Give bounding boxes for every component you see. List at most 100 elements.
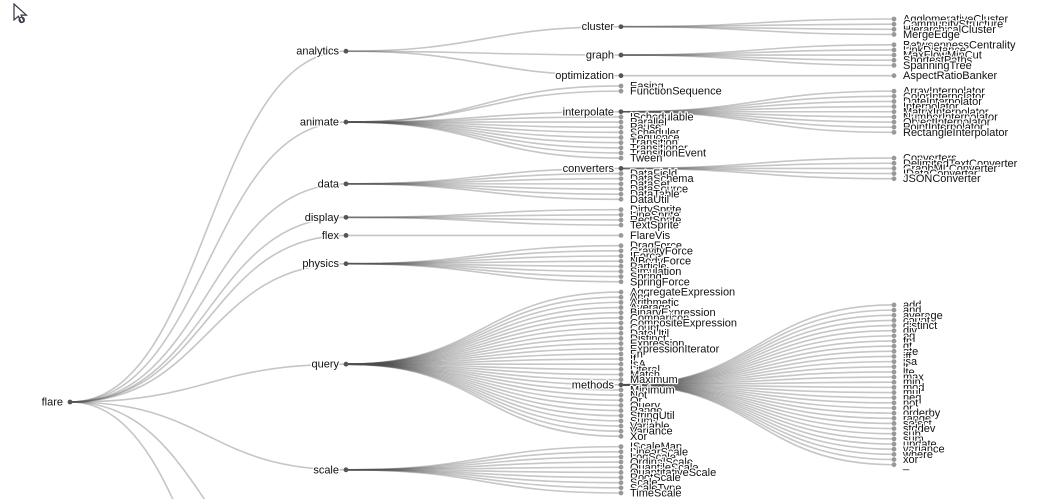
tree-node-datatable[interactable]: DataTable — [618, 187, 681, 202]
tree-node-arrayinterpolator[interactable]: ArrayInterpolator — [891, 84, 987, 99]
tree-node-underscore[interactable]: _ — [891, 458, 911, 472]
tree-node-flex[interactable]: flex — [321, 229, 349, 243]
tree-node-jsonconverter[interactable]: JSONConverter — [891, 172, 982, 186]
tree-node-sum[interactable]: sum — [891, 432, 925, 447]
tree-node-gte[interactable]: gte — [891, 345, 920, 359]
tree-node-matrixinterpolator[interactable]: MatrixInterpolator — [891, 105, 990, 120]
tree-node-linesprite[interactable]: LineSprite — [618, 208, 681, 223]
tree-node-xor[interactable]: Xor — [618, 430, 649, 444]
tree-node-spanningtree[interactable]: SpanningTree — [891, 59, 973, 73]
tree-node-variable[interactable]: Variable — [618, 419, 671, 434]
tree-node-or[interactable]: or — [891, 401, 914, 416]
tree-node-mergeedge[interactable]: MergeEdge — [891, 28, 961, 42]
tree-node-count[interactable]: count — [891, 314, 931, 328]
tree-node-maxflowmincut[interactable]: MaxFlowMinCut — [891, 48, 983, 63]
tree-node-datautil[interactable]: DataUtil — [618, 193, 670, 207]
tree-node-range[interactable]: range — [891, 412, 932, 426]
tree-node-betweennesscentrality[interactable]: BetweennessCentrality — [891, 38, 1017, 53]
tree-node-springforce[interactable]: SpringForce — [618, 275, 691, 290]
tree-node-scheduler[interactable]: Scheduler — [618, 126, 681, 140]
tree-node-linearscale[interactable]: LinearScale — [618, 445, 689, 460]
tree-node-eq[interactable]: eq — [891, 329, 917, 344]
tree-node-gravityforce[interactable]: GravityForce — [618, 244, 694, 259]
tree-node-datafield[interactable]: DataField — [618, 167, 678, 181]
tree-node-cluster[interactable]: cluster — [580, 20, 624, 34]
tree-node-range[interactable]: Range — [618, 404, 664, 418]
tree-node-scaletype[interactable]: ScaleType — [618, 481, 683, 496]
tree-node-minimum[interactable]: Minimum — [618, 383, 676, 398]
tree-node-dateinterpolator[interactable]: DateInterpolator — [891, 95, 983, 109]
tree-node-display[interactable]: display — [304, 211, 349, 225]
tree-node-orderby[interactable]: orderby — [891, 406, 942, 421]
tree-node-functionsequence[interactable]: FunctionSequence — [618, 84, 723, 99]
tree-node-converters[interactable]: converters — [561, 162, 624, 176]
tree-node-graph[interactable]: graph — [585, 48, 624, 63]
tree-node-timescale[interactable]: TimeScale — [618, 486, 683, 499]
tree-node-textsprite[interactable]: TextSprite — [618, 218, 680, 233]
tree-node-physics[interactable]: physics — [301, 257, 349, 271]
tree-node-particle[interactable]: Particle — [618, 260, 668, 274]
tree-node-count[interactable]: Count — [618, 321, 661, 336]
tree-node-lte[interactable]: lte — [891, 365, 916, 380]
tree-node-flare[interactable]: flare — [40, 395, 73, 410]
tree-node-agglomerativecluster[interactable]: AgglomerativeCluster — [891, 12, 1010, 27]
tree-node-where[interactable]: where — [891, 448, 934, 462]
tree-node-mul[interactable]: mul — [891, 386, 922, 400]
tree-node-hierarchicalcluster[interactable]: HierarchicalCluster — [891, 23, 998, 37]
tree-node-isa[interactable]: isa — [891, 355, 919, 369]
tree-node-isa[interactable]: IsA — [618, 357, 648, 372]
tree-node-arithmetic[interactable]: Arithmetic — [618, 296, 681, 310]
tree-node-min[interactable]: min — [891, 375, 922, 390]
tree-node-literal[interactable]: Literal — [618, 363, 661, 377]
tree-node-numberinterpolator[interactable]: NumberInterpolator — [891, 110, 999, 125]
tree-node-communitystructure[interactable]: CommunityStructure — [891, 17, 1005, 32]
tree-node-comparison[interactable]: Comparison — [618, 311, 691, 326]
tree-node-variance[interactable]: variance — [891, 442, 946, 457]
tree-node-linkdistance[interactable]: LinkDistance — [891, 43, 967, 58]
tree-node-match[interactable]: Match — [618, 368, 661, 382]
tree-node-tween[interactable]: Tween — [618, 151, 664, 166]
tree-node-gt[interactable]: gt — [891, 339, 913, 354]
tree-node-select[interactable]: select — [891, 417, 933, 431]
tree-node-fn[interactable]: Fn — [618, 347, 644, 362]
tree-node-flarevis[interactable]: FlareVis — [618, 229, 672, 243]
tree-node-interpolator[interactable]: Interpolator — [891, 100, 960, 114]
tree-node-sequence[interactable]: Sequence — [618, 131, 681, 145]
tree-node-query[interactable]: Query — [618, 399, 662, 413]
tree-node-iscalemap[interactable]: IScaleMap — [618, 440, 683, 454]
tree-node-datasource[interactable]: DataSource — [618, 182, 689, 197]
tree-node-variance[interactable]: Variance — [618, 424, 674, 439]
tree-node-sum[interactable]: Sum — [618, 414, 654, 429]
tree-node-pointinterpolator[interactable]: PointInterpolator — [891, 120, 985, 135]
tree-node-quantilescale[interactable]: QuantileScale — [618, 461, 700, 475]
tree-node-methods[interactable]: methods — [571, 378, 624, 393]
tree-node-converters[interactable]: Converters — [891, 151, 959, 166]
tree-node-iff[interactable]: iff — [891, 350, 914, 364]
tree-node-add[interactable]: add — [891, 298, 923, 313]
tree-node-distinct[interactable]: distinct — [891, 319, 939, 333]
tree-node-or[interactable]: Or — [618, 394, 644, 408]
tree-node-if[interactable]: If — [618, 352, 638, 367]
tree-node-expressioniterator[interactable]: ExpressionIterator — [618, 342, 721, 357]
tree-node-rootscale[interactable]: RootScale — [618, 471, 682, 485]
tree-node-rectangleinterpolator[interactable]: RectangleInterpolator — [891, 126, 1010, 140]
tree-node-idataconverter[interactable]: IDataConverter — [891, 167, 979, 181]
tree-node-colorinterpolator[interactable]: ColorInterpolator — [891, 90, 987, 104]
tree-node-graphmlconverter[interactable]: GraphMLConverter — [891, 162, 999, 176]
tree-node-transition[interactable]: Transition — [618, 136, 679, 150]
tree-node-interpolate[interactable]: interpolate — [561, 105, 624, 120]
tree-node-fn[interactable]: fn — [891, 334, 913, 349]
tree-node-and[interactable]: And — [618, 290, 651, 305]
tree-node-update[interactable]: update — [891, 437, 938, 452]
tree-node-nbodyforce[interactable]: NBodyForce — [618, 254, 692, 269]
tree-node-distinct[interactable]: Distinct — [618, 332, 667, 346]
tree-node-logscale[interactable]: LogScale — [618, 450, 677, 465]
tree-node-iforce[interactable]: IForce — [618, 249, 662, 264]
tree-node-and[interactable]: and — [891, 303, 923, 318]
tree-node-binaryexpression[interactable]: BinaryExpression — [618, 306, 717, 320]
tree-node-ischedulable[interactable]: ISchedulable — [618, 110, 695, 125]
tree-node-stddev[interactable]: stddev — [891, 422, 937, 436]
tree-node-transitionevent[interactable]: TransitionEvent — [618, 146, 707, 161]
tree-node-transitioner[interactable]: Transitioner — [618, 141, 689, 156]
tree-node-div[interactable]: div — [891, 324, 919, 338]
